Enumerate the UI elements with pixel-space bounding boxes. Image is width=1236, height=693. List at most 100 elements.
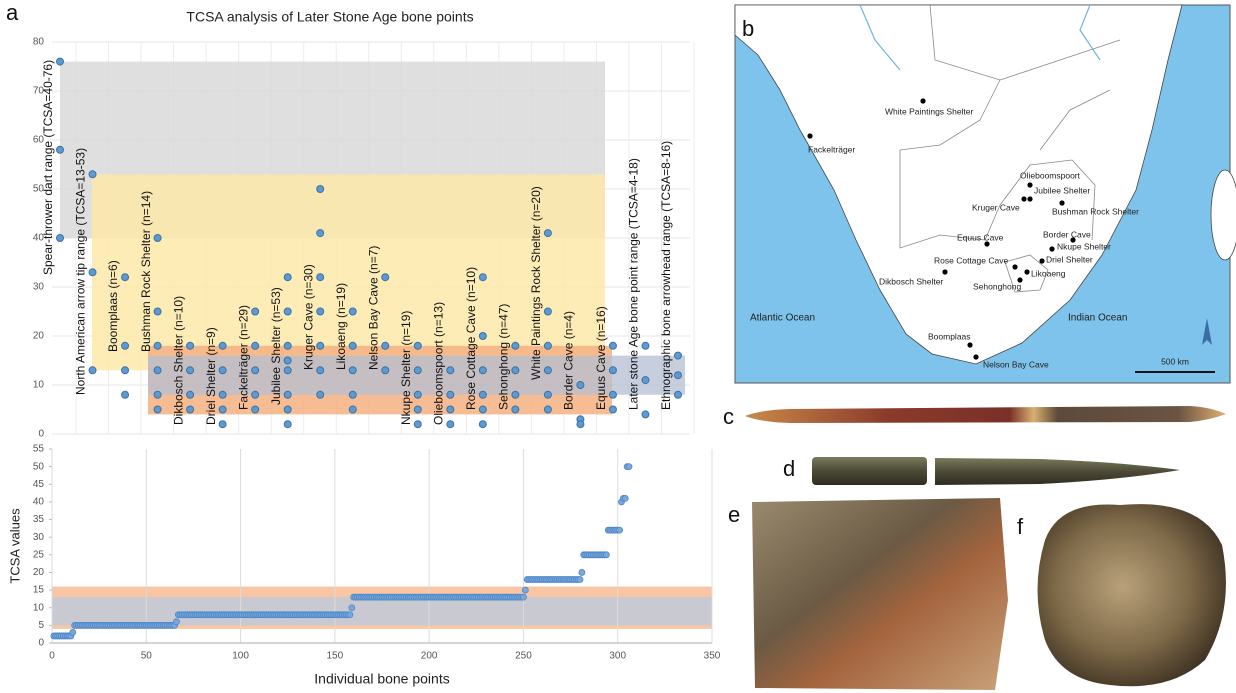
y-tick-label: 45: [33, 479, 45, 490]
data-point: [447, 367, 454, 374]
category-label: Nkupe Shelter (n=19): [399, 311, 413, 425]
data-point: [512, 367, 519, 374]
site-marker: [973, 354, 978, 359]
data-point: [544, 342, 551, 349]
category-label: Driel Shelter (n=9): [204, 327, 218, 425]
data-point: [675, 391, 682, 398]
site-marker: [1024, 269, 1029, 274]
data-point: [382, 367, 389, 374]
data-point: [414, 406, 421, 413]
figure: 500 km 01020304050607080Spear-thrower da…: [0, 0, 1236, 693]
data-point: [512, 391, 519, 398]
site-marker: [807, 133, 812, 138]
site-label: Nkupe Shelter: [1057, 241, 1111, 251]
data-point: [609, 367, 616, 374]
site-label: Likoaeng: [1031, 268, 1066, 278]
data-point: [57, 146, 64, 153]
site-label: Kruger Cave: [972, 202, 1020, 212]
data-point: [284, 308, 291, 315]
data-point: [317, 186, 324, 193]
data-point: [414, 391, 421, 398]
data-point: [544, 230, 551, 237]
data-point: [284, 406, 291, 413]
data-point: [349, 391, 356, 398]
data-point: [642, 377, 649, 384]
site-label: Border Cave: [1043, 229, 1091, 239]
data-point: [447, 421, 454, 428]
category-label: Fackelträger (n=29): [236, 305, 250, 410]
scale-label: 500 km: [1161, 356, 1189, 366]
data-point: [284, 342, 291, 349]
site-marker: [920, 98, 925, 103]
category-label: Equus Cave (n=16): [594, 306, 608, 410]
data-point: [414, 367, 421, 374]
data-point: [544, 308, 551, 315]
data-point: [349, 406, 356, 413]
data-point: [252, 367, 259, 374]
y-tick-label: 30: [33, 282, 45, 293]
data-point: [57, 58, 64, 65]
data-point: [479, 406, 486, 413]
data-point: [675, 372, 682, 379]
data-point: [252, 391, 259, 398]
photos: [745, 406, 1226, 690]
page: {"panels": {"a": "a", "b": "b", "c": "c"…: [0, 0, 1236, 693]
site-label: White Paintings Shelter: [885, 106, 974, 116]
data-point: [609, 342, 616, 349]
data-point: [447, 406, 454, 413]
site-label: Bushman Rock Shelter: [1052, 206, 1139, 216]
data-point: [317, 274, 324, 281]
data-point: [520, 594, 526, 600]
data-point: [626, 464, 632, 470]
data-point: [187, 342, 194, 349]
site-label: Dikbosch Shelter: [879, 276, 943, 286]
category-label: Spear-thrower dart range (TCSA=40-76): [41, 60, 55, 275]
x-tick-label: 300: [609, 651, 626, 662]
data-point: [89, 171, 96, 178]
map-island: [1211, 170, 1236, 260]
category-label: North American arrow tip range (TCSA=13-…: [74, 148, 88, 395]
y-tick-label: 15: [33, 585, 45, 596]
panel-label: d: [783, 456, 795, 481]
site-marker: [1039, 258, 1044, 263]
data-point: [479, 391, 486, 398]
data-point: [544, 406, 551, 413]
data-point: [284, 357, 291, 364]
data-point: [187, 406, 194, 413]
data-point: [349, 308, 356, 315]
category-label: Boomplaas (n=6): [106, 260, 120, 352]
data-point: [89, 269, 96, 276]
y-tick-label: 50: [33, 461, 45, 472]
panel-label: c: [723, 404, 734, 429]
data-point: [89, 367, 96, 374]
data-point: [522, 587, 528, 593]
category-label: Ethnographic bone arrowhead range (TCSA=…: [659, 141, 673, 410]
photo-bone-point-c: [745, 406, 1226, 423]
category-label: Kruger Cave (n=30): [301, 264, 315, 370]
site-marker: [1027, 196, 1032, 201]
site-label: Equus Cave: [957, 232, 1004, 242]
x-tick-label: 250: [515, 651, 532, 662]
data-point: [479, 333, 486, 340]
data-point: [349, 605, 355, 611]
y-tick-label: 55: [33, 444, 45, 455]
data-point: [414, 421, 421, 428]
data-point: [284, 274, 291, 281]
data-point: [349, 342, 356, 349]
y-tick-label: 10: [33, 380, 45, 391]
site-label: Sehonghong: [973, 281, 1021, 291]
data-point: [154, 342, 161, 349]
data-point: [252, 308, 259, 315]
panel-label: e: [728, 502, 740, 527]
y-tick-label: 20: [33, 567, 45, 578]
data-point: [414, 342, 421, 349]
data-point: [642, 411, 649, 418]
data-point: [122, 274, 129, 281]
data-point: [284, 367, 291, 374]
x-tick-label: 350: [704, 651, 721, 662]
data-point: [317, 367, 324, 374]
category-label: White Paintings Rock Shelter (n=20): [529, 186, 543, 380]
x-axis-title: Individual bone points: [314, 671, 449, 687]
data-point: [187, 391, 194, 398]
data-point: [154, 391, 161, 398]
